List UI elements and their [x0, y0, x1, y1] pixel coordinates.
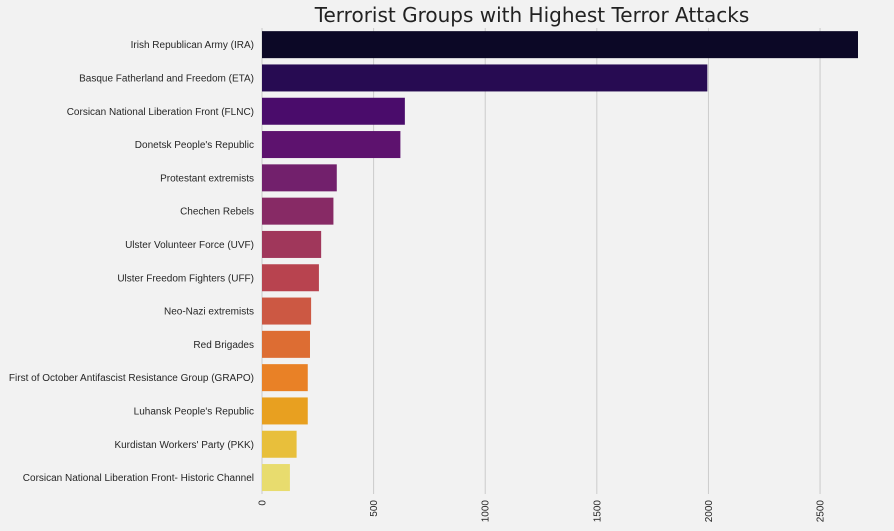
x-tick-label: 0: [258, 500, 269, 506]
bar: [262, 364, 308, 392]
category-label: Ulster Freedom Fighters (UFF): [117, 273, 254, 284]
category-label: Irish Republican Army (IRA): [131, 40, 254, 51]
category-label: Corsican National Liberation Front (FLNC…: [67, 107, 254, 118]
x-tick-label: 500: [369, 500, 380, 517]
bar: [262, 297, 312, 325]
category-label: Corsican National Liberation Front- Hist…: [23, 473, 254, 484]
bar: [262, 97, 405, 125]
bar: [262, 264, 319, 292]
x-tick-label: 2000: [704, 500, 715, 523]
bar: [262, 164, 337, 192]
category-label: Donetsk People's Republic: [135, 140, 254, 151]
category-label-layer: Irish Republican Army (IRA) Basque Father…: [9, 40, 254, 484]
bar: [262, 230, 322, 258]
bar: [262, 131, 401, 159]
category-label: Chechen Rebels: [180, 207, 254, 218]
x-tick-label: 2500: [816, 500, 827, 523]
category-label: Kurdistan Workers' Party (PKK): [114, 440, 254, 451]
bar: [262, 330, 310, 358]
bar: [262, 31, 858, 59]
chart-title: Terrorist Groups with Highest Terror Att…: [314, 3, 750, 27]
bar: [262, 397, 308, 425]
category-label: Neo-Nazi extremists: [164, 307, 254, 318]
x-tick-label: 1500: [592, 500, 603, 523]
x-tick-label: 1000: [481, 500, 492, 523]
bar-layer: [262, 31, 858, 492]
bar: [262, 464, 290, 492]
category-label: Red Brigades: [193, 340, 254, 351]
category-label: Protestant extremists: [160, 173, 254, 184]
category-label: Luhansk People's Republic: [134, 406, 254, 417]
bar: [262, 430, 297, 458]
category-label: Ulster Volunteer Force (UVF): [125, 240, 254, 251]
category-label: Basque Fatherland and Freedom (ETA): [79, 73, 254, 84]
bar: [262, 197, 334, 225]
tick-label-layer: 0 500 1000 1500 2000 2500: [258, 500, 827, 523]
category-label: First of October Antifascist Resistance …: [9, 373, 254, 384]
bar: [262, 64, 708, 92]
